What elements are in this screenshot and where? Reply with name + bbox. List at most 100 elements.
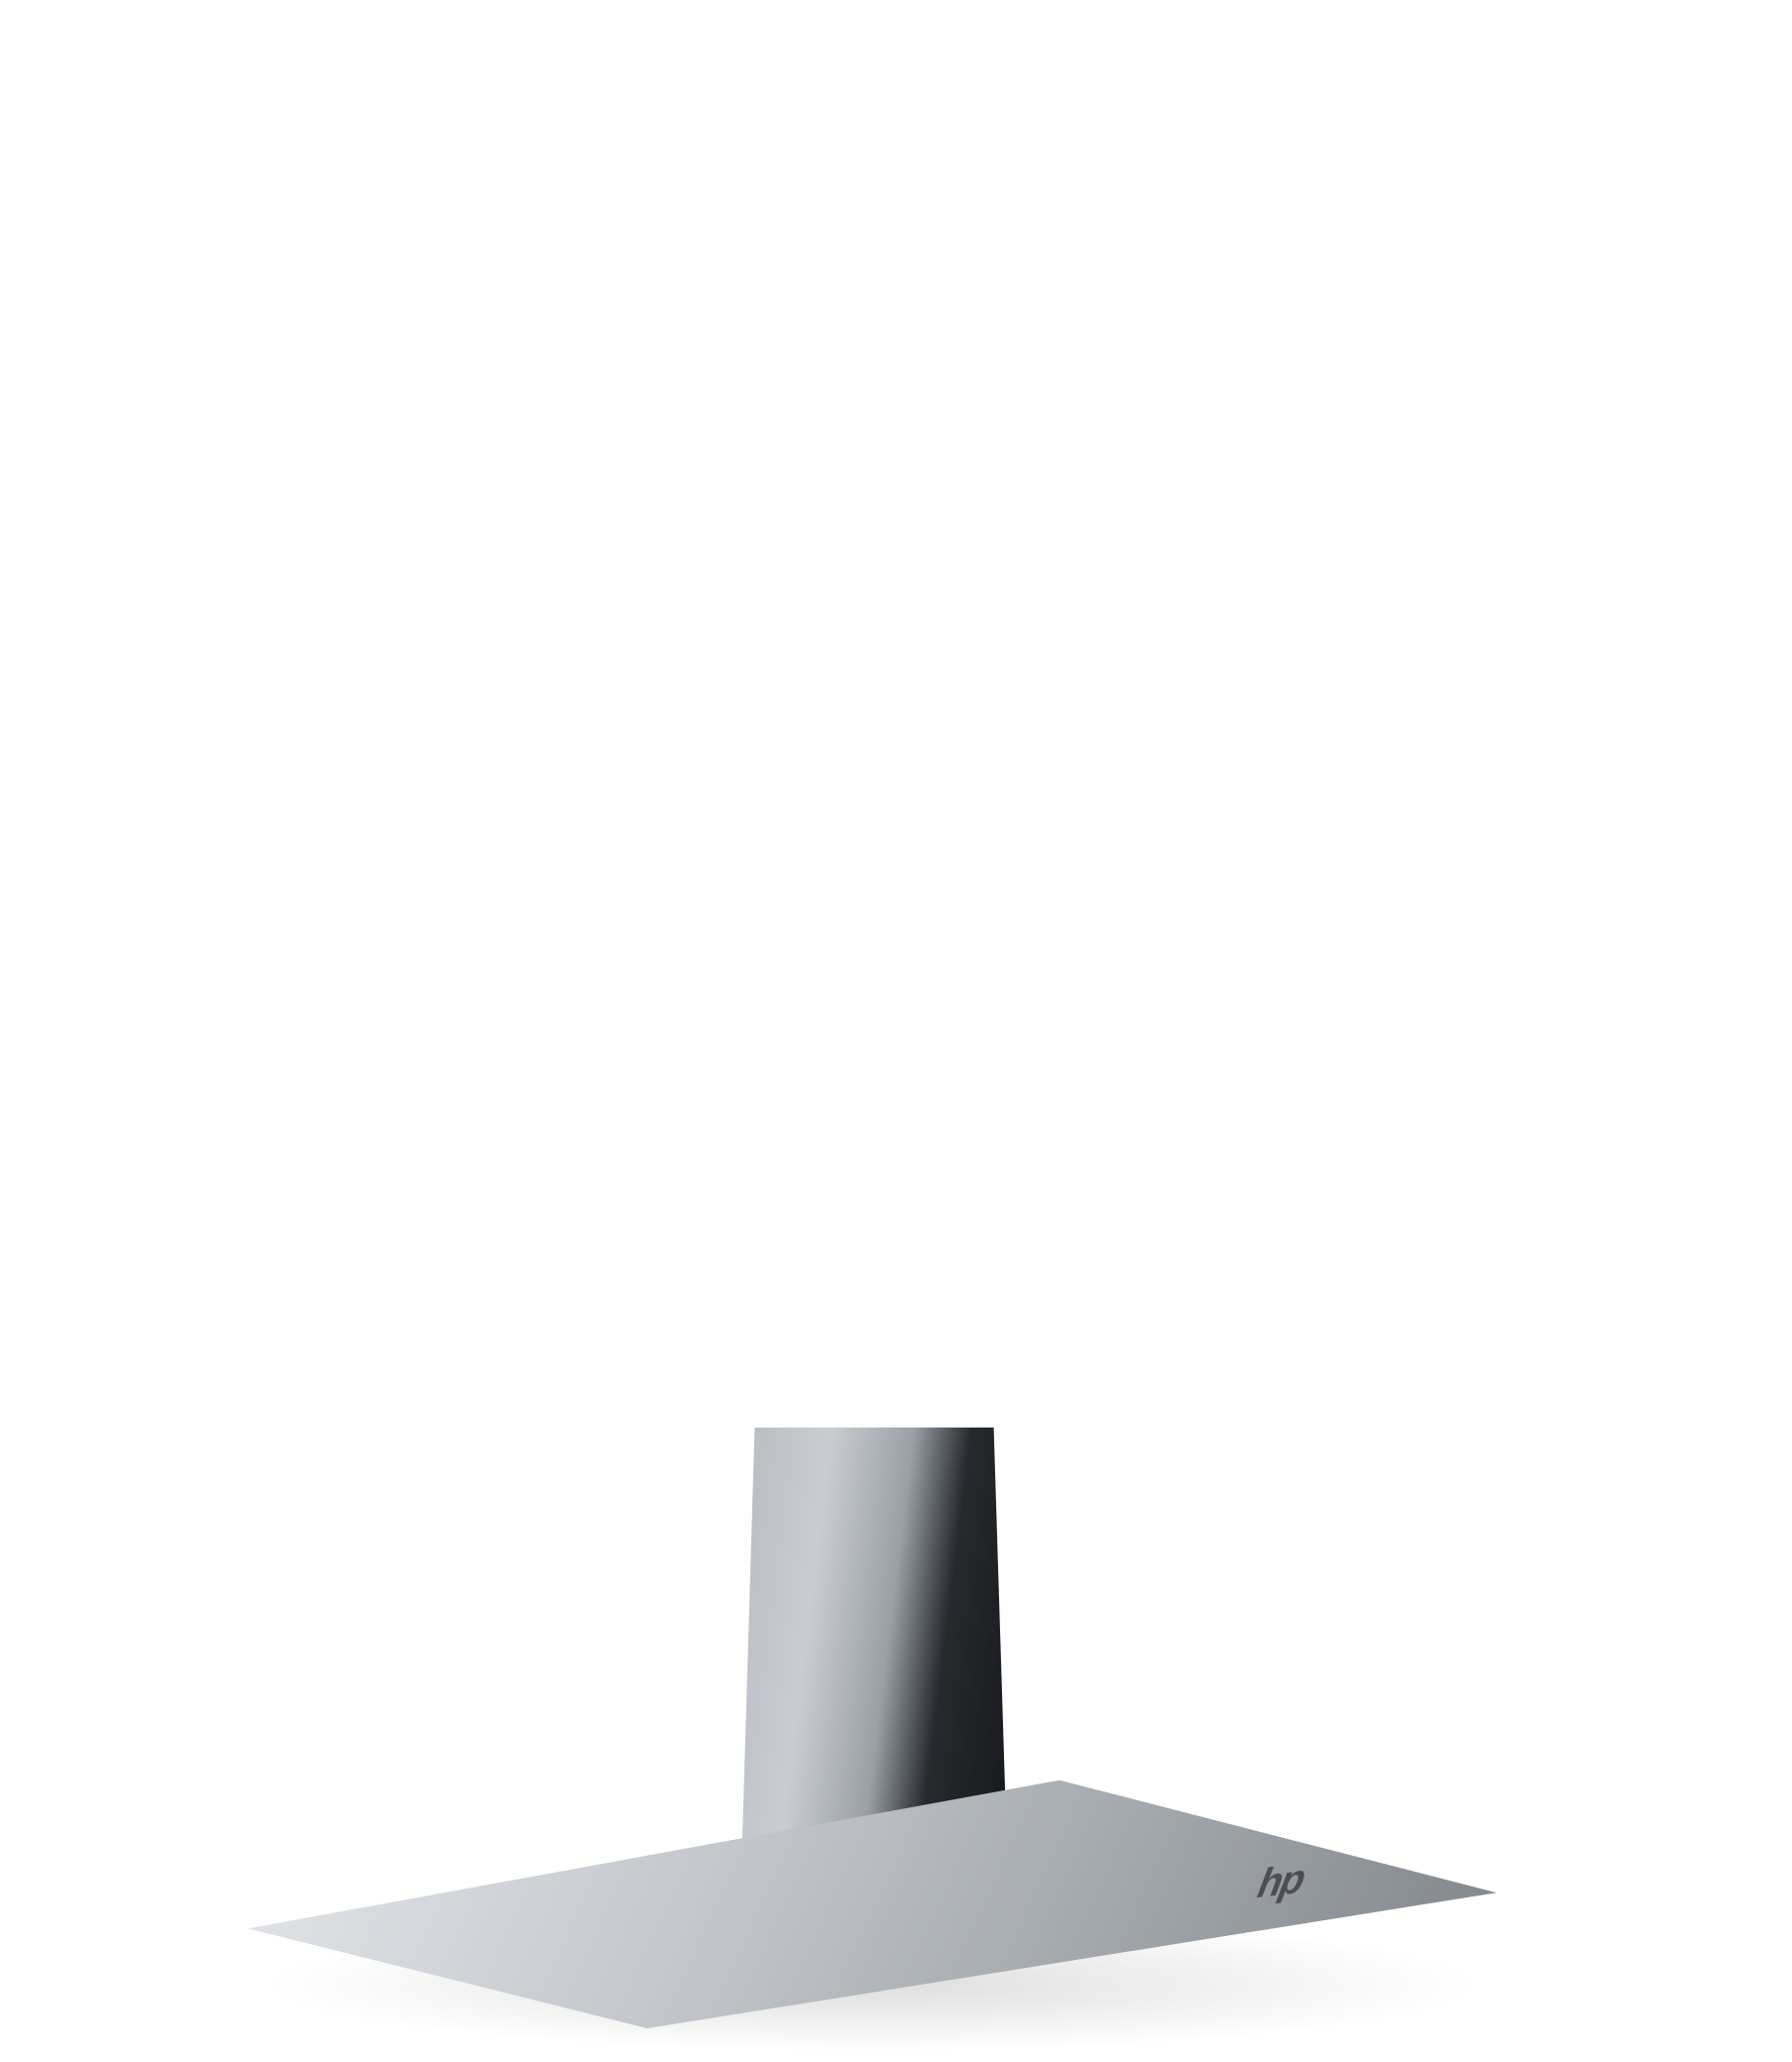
kpi-card-avg-packet-loss: Avg Packet Loss (%)0.33%	[60, 901, 422, 1148]
legend-swatch	[1248, 771, 1263, 788]
resize-handle-icon[interactable]	[399, 463, 418, 484]
dashboard-screen: omni·sci DASHBOARDS DATA MANAGER SQL EDITO…	[43, 31, 1770, 1537]
series-verizon[interactable]	[772, 534, 1149, 638]
resize-handle-icon[interactable]	[676, 721, 693, 740]
resize-handle-icon[interactable]	[1750, 1427, 1761, 1440]
nav-item-sql-editor[interactable]: SQL EDITOR	[846, 259, 939, 297]
bubble-sprint[interactable]	[313, 1398, 395, 1476]
resize-handle-icon[interactable]	[679, 1139, 696, 1157]
duplicate-icon	[1528, 478, 1541, 497]
scale-label: 300 km	[1653, 821, 1690, 841]
main-nav: DASHBOARDS DATA MANAGER SQL EDITOR HELP ▾	[481, 165, 1084, 335]
zoom-out-button[interactable]: −	[1693, 825, 1710, 848]
series-u-s-cellular[interactable]	[773, 658, 1151, 760]
series-sprint[interactable]	[773, 624, 1151, 736]
nav-item-data-manager[interactable]: DATA MANAGER	[663, 211, 793, 261]
resize-handle-icon[interactable]	[1472, 1428, 1484, 1442]
resize-handle-icon[interactable]	[682, 1490, 699, 1508]
resize-handle-icon[interactable]	[678, 929, 695, 948]
polygon-tool-icon[interactable]	[1178, 543, 1206, 579]
bubble-u-s-cellular[interactable]	[126, 1314, 226, 1406]
toggle-knob	[139, 142, 174, 181]
bar-label: Sprint	[1504, 1048, 1562, 1068]
bin-option-1w[interactable]: 1w	[877, 439, 893, 459]
legend-toggle-button[interactable]: Legend >	[1078, 536, 1146, 573]
record-total: of 2,331,342,620	[1107, 400, 1190, 432]
resize-handle-icon[interactable]	[397, 1122, 416, 1141]
heatmap-svg[interactable]: MonTueWedThuFriSatSun12AM1AM2AM3AM4AM5AM…	[710, 803, 1181, 1488]
axis-tick-label: 35	[1426, 1416, 1436, 1428]
kpi-value: 0.33%	[62, 941, 421, 1146]
legend-swatch	[1324, 783, 1339, 800]
lasso-tool-icon[interactable]	[1177, 508, 1205, 544]
filter-set-label: Filter set	[206, 156, 504, 242]
kpi-title: # Samples	[73, 222, 422, 322]
line-chart-svg[interactable]: 4k6k8k10k12k14k16k18k20k22k24k26kMarAprM…	[706, 422, 1166, 816]
nav-item-dashboards[interactable]: DASHBOARDS	[481, 165, 606, 213]
kpi-value: 39.12	[434, 754, 698, 951]
nav-item-help[interactable]: HELP ▾	[988, 295, 1037, 323]
comment-tool-icon[interactable]	[1179, 579, 1207, 615]
axis-tick-label: 1.60%	[1731, 1415, 1750, 1426]
sidebar-collapse-button[interactable]: ›	[66, 123, 94, 184]
zoom-to-control[interactable]: Zoom to	[1676, 678, 1723, 706]
bin-option-1d[interactable]: 1d	[902, 445, 916, 465]
resize-handle-icon[interactable]	[398, 680, 417, 701]
resize-handle-icon[interactable]	[1729, 888, 1739, 903]
bin-option-1mo[interactable]: 1mo	[843, 432, 867, 454]
kpi-value: 820M	[71, 245, 422, 489]
map-canvas[interactable]	[1168, 459, 1741, 906]
duplicate-button[interactable]: Duplicate	[1516, 475, 1553, 513]
resize-handle-icon[interactable]	[1149, 795, 1163, 812]
filter-set-select[interactable]: Filter set Default Filter Set (3) ▾	[188, 146, 519, 273]
toolbar: › Filter set Default Filter Set (3) ▾	[60, 103, 1734, 581]
series-at-t[interactable]	[773, 594, 1150, 688]
bar-label: T-Mobile	[1206, 1020, 1453, 1059]
resize-handle-icon[interactable]	[675, 516, 692, 536]
bubble-at-t[interactable]	[369, 1207, 573, 1410]
axis-tick-label: 0.20%	[1525, 1416, 1548, 1427]
omnisci-logo: omni·sci	[101, 60, 317, 146]
save-icon	[1576, 497, 1587, 513]
filter-set-toggle[interactable]	[106, 138, 171, 176]
bubble-verizon[interactable]	[550, 1189, 703, 1362]
resize-handle-icon[interactable]	[398, 899, 417, 919]
refresh-button[interactable]: Refresh	[1436, 455, 1469, 492]
clear-filter-icon[interactable]	[536, 247, 564, 280]
add-chart-button[interactable]: + Add Chart	[1646, 506, 1723, 554]
share-label: Share	[1481, 483, 1505, 500]
improve-map-link[interactable]: Improve this map	[1627, 870, 1677, 887]
series-t-mobile[interactable]	[773, 599, 1152, 767]
legend-swatch	[1279, 776, 1293, 793]
bin-option-auto[interactable]: auto	[810, 424, 834, 446]
bubble-t-mobile[interactable]	[304, 1189, 539, 1340]
packet-loss-bar-panel: Avg Packet Loss by Carrier U.S. Cellular…	[1475, 877, 1763, 1446]
axis-tick-label: 10	[1266, 1416, 1276, 1428]
record-count[interactable]: 820,648,070	[1041, 384, 1104, 411]
account-menu[interactable]: ▾	[1696, 473, 1718, 497]
jupyter-icon[interactable]	[1662, 462, 1682, 491]
share-button[interactable]: Share	[1481, 466, 1506, 501]
mapbox-logo[interactable]: mapbox	[1684, 876, 1734, 897]
scatter-svg[interactable]: 5.0k5.5k6.0k6.5k7.0k7.5k8.0k8.5k9.0k9.5k…	[57, 1189, 703, 1526]
panel-title: Avg Download Speed by Local DOW, Hour	[709, 762, 1167, 864]
kpi-card-avg-latency-ms: Avg Latency (ms)39.12	[433, 718, 700, 953]
resize-handle-icon[interactable]	[1164, 1461, 1177, 1477]
save-button[interactable]: Save ▾	[1565, 486, 1635, 531]
legend-swatch	[1309, 781, 1324, 798]
